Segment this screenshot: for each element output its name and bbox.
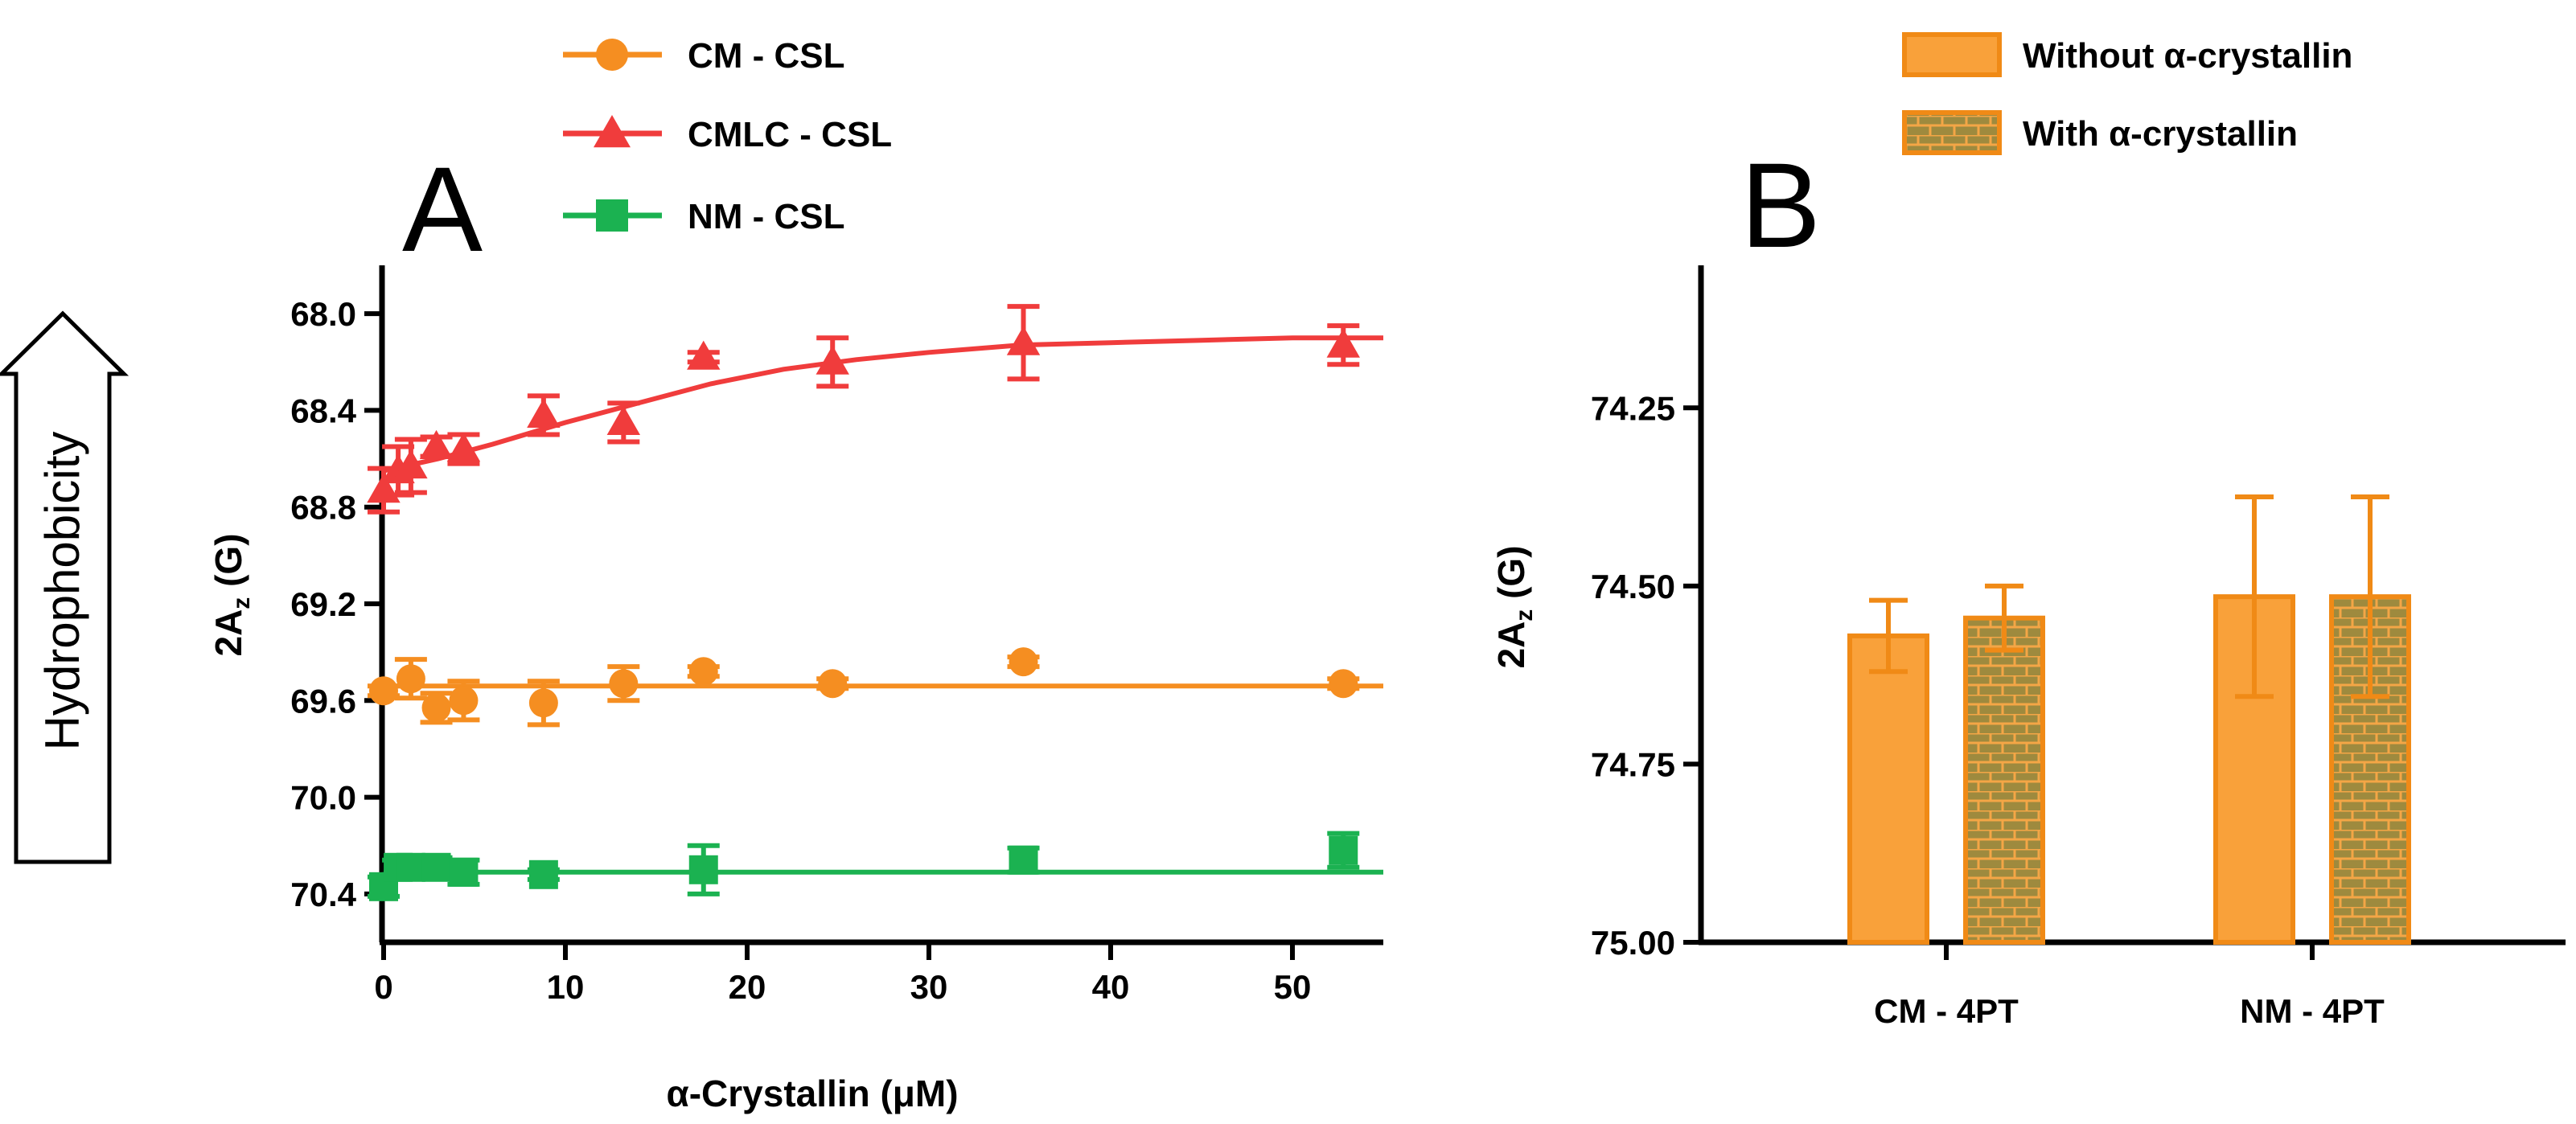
- x-tick-label-a: 40: [1092, 968, 1130, 1006]
- legend-label: Without α-crystallin: [2023, 36, 2352, 76]
- category-label: CM - 4PT: [1874, 992, 2019, 1030]
- hydrophobicity-label: Hydrophobicity: [35, 432, 89, 751]
- legend-label: CMLC - CSL: [688, 115, 892, 154]
- y-tick-label-b: 74.75: [1591, 745, 1675, 783]
- y-tick-label-a: 70.0: [290, 779, 356, 817]
- y-title-main-b: 2A: [1490, 621, 1532, 669]
- hydrophobicity-arrow: Hydrophobicity: [0, 310, 129, 864]
- data-point: [367, 473, 401, 503]
- data-point: [1329, 669, 1358, 699]
- data-point: [687, 340, 721, 370]
- y-tick-label-a: 70.4: [290, 876, 356, 913]
- y-tick-label-b: 75.00: [1591, 924, 1675, 962]
- data-point: [816, 345, 849, 375]
- data-point: [369, 676, 398, 706]
- legend-marker: [596, 39, 628, 71]
- y-tick-label-a: 68.0: [290, 295, 356, 333]
- bar: [1963, 615, 2045, 945]
- data-point: [396, 852, 425, 882]
- data-point: [606, 405, 641, 435]
- data-point: [609, 669, 639, 699]
- y-title-sub-b: z: [1511, 609, 1538, 621]
- axes-b: 74.25 74.50 74.75 75.00 CM - 4PT NM - 4PT: [1591, 265, 2566, 1030]
- x-tick-label-a: 0: [374, 968, 392, 1006]
- data-point: [528, 859, 558, 889]
- data-point: [528, 688, 558, 718]
- legend-a: CM - CSL CMLC - CSL NM - CSL: [563, 36, 892, 236]
- data-point: [421, 852, 451, 882]
- y-tick-label-b: 74.25: [1591, 389, 1675, 427]
- panel-a-letter: A: [402, 142, 483, 277]
- y-tick-label-a: 68.8: [290, 489, 356, 527]
- category-label: NM - 4PT: [2240, 992, 2385, 1030]
- y-title-unit: (G): [207, 533, 249, 597]
- legend-swatch: [1902, 110, 2002, 155]
- data-point: [1006, 326, 1041, 355]
- fit-line: [383, 335, 1383, 474]
- data-point: [446, 432, 481, 462]
- legend-label: With α-crystallin: [2023, 114, 2298, 154]
- data-point: [688, 855, 718, 884]
- y-tick-label-a: 68.4: [290, 392, 356, 429]
- y-title-sub: z: [228, 597, 255, 609]
- bar: [1847, 633, 1929, 945]
- points-a: [367, 326, 1360, 901]
- bar: [2329, 594, 2411, 945]
- data-point: [394, 449, 428, 479]
- y-tick-label-a: 69.6: [290, 682, 356, 720]
- y-title-unit-b: (G): [1490, 545, 1532, 609]
- data-point: [1329, 835, 1358, 865]
- legend-label: CM - CSL: [688, 36, 845, 76]
- y-tick-label-a: 69.2: [290, 585, 356, 623]
- bars-b: [1847, 494, 2411, 945]
- data-point: [818, 669, 848, 699]
- x-axis-title-a: α-Crystallin (μM): [666, 1073, 958, 1114]
- data-point: [1326, 328, 1360, 358]
- data-point: [688, 657, 718, 687]
- data-point: [449, 686, 479, 716]
- x-tick-label-a: 10: [547, 968, 585, 1006]
- x-tick-label-a: 50: [1274, 968, 1312, 1006]
- bar: [2213, 594, 2295, 945]
- y-tick-label-b: 74.50: [1591, 568, 1675, 605]
- y-title-main: 2A: [207, 609, 249, 657]
- data-point: [527, 398, 561, 428]
- data-point: [1009, 647, 1038, 677]
- data-point: [419, 429, 454, 460]
- axes-a: 68.0 68.4 68.8 69.2 69.6 70.0 70.4 0 10 20 30 40 50: [290, 265, 1383, 1006]
- legend-b: Without α-crystallin With α-crystallin: [1902, 32, 2352, 155]
- up-arrow-icon: [0, 310, 129, 864]
- legend-swatch: [1902, 32, 2002, 77]
- legend-marker: [594, 115, 631, 148]
- data-point: [1009, 845, 1038, 875]
- legend-label: NM - CSL: [688, 197, 845, 236]
- error-bars-a: [368, 304, 1360, 899]
- y-axis-title-b: 2Az (G): [1490, 545, 1538, 668]
- x-tick-label-a: 30: [910, 968, 948, 1006]
- legend-marker: [596, 199, 628, 232]
- y-axis-title-a: 2Az (G): [207, 533, 255, 656]
- data-point: [396, 664, 425, 694]
- data-point: [421, 693, 451, 723]
- x-tick-label-a: 20: [729, 968, 766, 1006]
- panel-b-letter: B: [1740, 137, 1821, 273]
- data-point: [449, 857, 479, 887]
